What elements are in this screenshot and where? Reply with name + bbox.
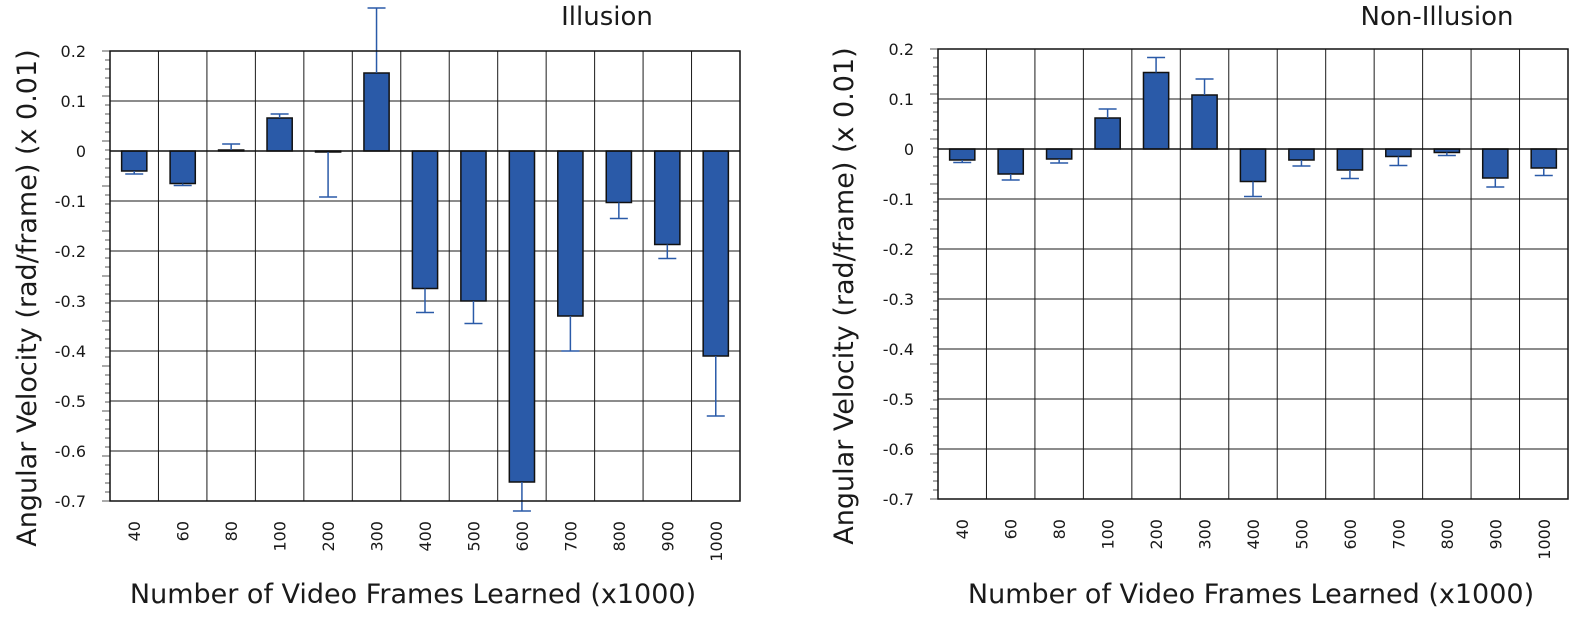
x-axis-label: Number of Video Frames Learned (x1000): [968, 579, 1534, 610]
x-tick-label: 200: [1147, 519, 1166, 550]
bar-60: [997, 148, 1025, 175]
y-tick-label: 0.1: [61, 92, 86, 111]
x-tick-label: 1000: [1535, 519, 1554, 560]
x-tick-label: 600: [1341, 519, 1360, 550]
bar-1000: [1530, 148, 1558, 169]
bar-100: [266, 117, 293, 152]
x-tick-label: 100: [271, 521, 290, 552]
bar-900: [1481, 148, 1509, 179]
y-tick-label: -0.5: [55, 392, 86, 411]
y-tick-label: -0.6: [55, 442, 86, 461]
y-tick-label: -0.3: [55, 292, 86, 311]
y-axis-label: Angular Velocity (rad/frame) (x 0.01): [12, 49, 43, 546]
y-tick-label: -0.1: [883, 190, 914, 209]
y-tick-label: -0.4: [883, 340, 914, 359]
plot-frame: [109, 50, 741, 502]
bar-300: [363, 72, 390, 152]
bar-60: [169, 150, 197, 185]
y-tick-label: 0.2: [889, 40, 914, 59]
y-tick-label: -0.2: [883, 240, 914, 259]
bar-700: [557, 150, 584, 317]
y-tick-label: -0.6: [883, 440, 914, 459]
plot-frame: [937, 48, 1569, 500]
bar-700: [1385, 148, 1412, 158]
y-tick-label: -0.5: [883, 390, 914, 409]
chart-title: Non-Illusion: [1361, 2, 1514, 32]
y-axis-label: Angular Velocity (rad/frame) (x 0.01): [829, 47, 860, 544]
y-tick-label: -0.4: [55, 342, 86, 361]
bar-40: [948, 148, 976, 161]
bar-200: [1142, 71, 1170, 150]
chart-1: 0.2 0.1 0 -0.1 -0.2 -0.3 -0.4 -0.5 -0.6 -0.7 40 60 8…: [829, 2, 1569, 610]
x-tick-label: 60: [174, 521, 193, 541]
x-tick-label: 40: [125, 521, 144, 541]
y-tick-label: 0: [76, 142, 86, 161]
x-tick-label: 600: [513, 521, 532, 552]
chart-0: 0.2 0.1 0 -0.1 -0.2 -0.3 -0.4 -0.5 -0.6 -0.7 40 60 8…: [12, 2, 741, 610]
y-tick-label: -0.7: [55, 492, 86, 511]
bar-1000: [702, 150, 730, 357]
y-tick-label: 0: [904, 140, 914, 159]
x-tick-label: 40: [953, 519, 972, 539]
x-tick-label: 100: [1099, 519, 1118, 550]
bar-400: [411, 150, 439, 290]
x-tick-label: 500: [464, 521, 483, 552]
y-tick-label: 0.2: [61, 42, 86, 61]
bar-400: [1239, 148, 1267, 183]
x-tick-label: 700: [561, 521, 580, 552]
x-tick-label: 300: [368, 521, 387, 552]
bar-600: [508, 150, 536, 483]
x-tick-label: 500: [1292, 519, 1311, 550]
y-tick-label: -0.7: [883, 490, 914, 509]
bar-80: [1045, 148, 1073, 160]
bar-800: [605, 150, 633, 204]
x-tick-label: 300: [1196, 519, 1215, 550]
bar-100: [1094, 117, 1121, 150]
x-tick-label: 700: [1389, 519, 1408, 550]
x-tick-label: 900: [1486, 519, 1505, 550]
chart-title: Illusion: [561, 2, 653, 32]
y-tick-label: 0.1: [889, 90, 914, 109]
y-tick-label: -0.2: [55, 242, 86, 261]
x-tick-label: 80: [1050, 519, 1069, 539]
y-tick-label: -0.1: [55, 192, 86, 211]
bar-40: [120, 150, 148, 172]
x-tick-label: 80: [222, 521, 241, 541]
bar-600: [1336, 148, 1364, 171]
bar-300: [1191, 94, 1218, 150]
x-tick-label: 60: [1002, 519, 1021, 539]
x-tick-label: 400: [1244, 519, 1263, 550]
x-tick-label: 1000: [707, 521, 726, 562]
bar-500: [460, 150, 487, 302]
x-tick-label: 200: [319, 521, 338, 552]
x-tick-label: 800: [1438, 519, 1457, 550]
bar-500: [1288, 148, 1315, 161]
x-tick-label: 900: [658, 521, 677, 552]
x-axis-label: Number of Video Frames Learned (x1000): [130, 579, 696, 610]
x-tick-label: 800: [610, 521, 629, 552]
x-tick-label: 400: [416, 521, 435, 552]
y-tick-label: -0.3: [883, 290, 914, 309]
bar-900: [653, 150, 681, 246]
